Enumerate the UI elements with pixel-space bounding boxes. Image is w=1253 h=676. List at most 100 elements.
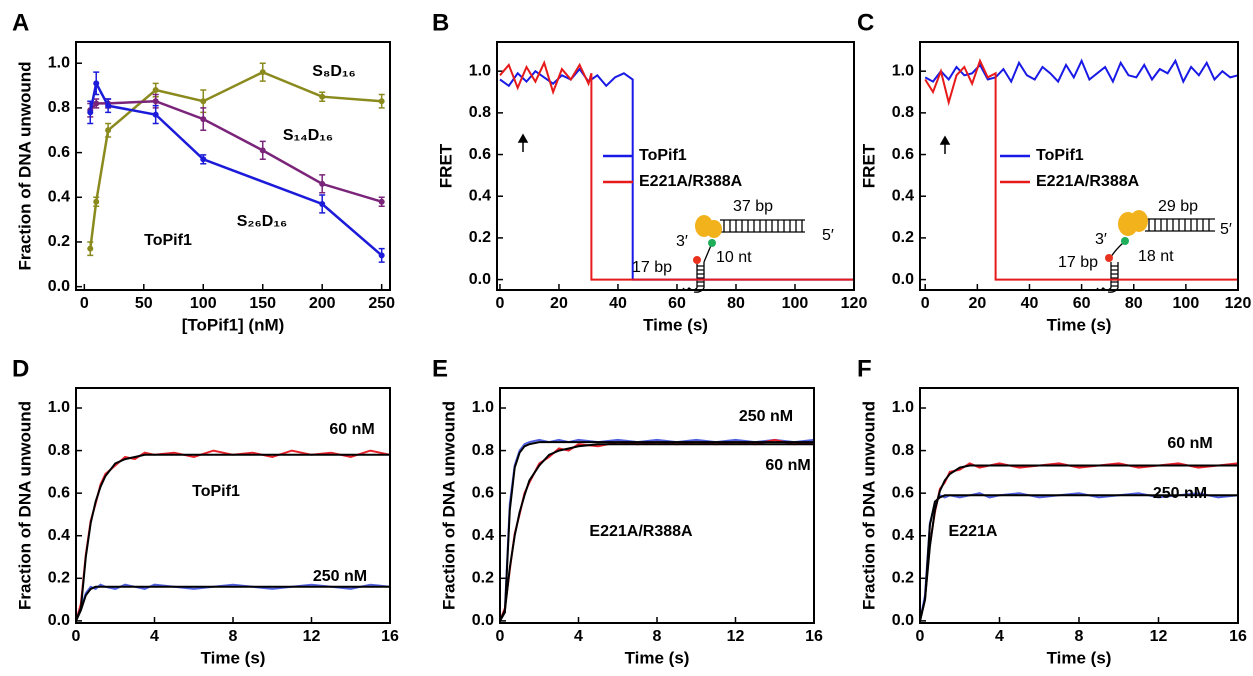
x-tick-label: 8 (1075, 628, 1084, 645)
x-axis-label: Time (s) (643, 315, 708, 334)
dna-diagram (1096, 210, 1215, 293)
y-tick-label: 0.8 (469, 104, 491, 121)
panel-label: C (857, 9, 874, 36)
data-line (75, 583, 391, 622)
series-label: 250 nM (313, 568, 367, 585)
arrow (939, 135, 951, 154)
y-tick-label: 0.6 (892, 484, 914, 501)
x-tick-label: 150 (249, 295, 276, 312)
y-axis-label: Fraction of DNA unwound (15, 401, 34, 610)
series-label: 250 nM (739, 408, 793, 425)
inset-label: 29 bp (1158, 198, 1198, 215)
x-tick-label: 0 (916, 628, 925, 645)
legend-label: ToPif1 (639, 147, 687, 164)
annotation: ToPif1 (192, 483, 240, 500)
y-tick-label: 0.6 (472, 484, 494, 501)
plot-frame (75, 41, 391, 291)
y-axis-label: Fraction of DNA unwound (15, 61, 34, 270)
inset-label: 3′ (1095, 231, 1107, 248)
x-tick-label: 0 (495, 295, 504, 312)
data-line (919, 494, 1238, 622)
annotation: E221A (949, 523, 998, 540)
x-axis-label: Time (s) (201, 648, 266, 667)
data-line (499, 60, 854, 281)
legend-label: ToPif1 (1036, 147, 1084, 164)
x-tick-label: 200 (309, 295, 336, 312)
data-point (200, 98, 207, 105)
panel-label: E (432, 355, 448, 382)
inset-label: 37 bp (733, 198, 773, 215)
panel-label: D (12, 355, 29, 382)
data-point (259, 147, 266, 154)
inset-label: 5′ (1220, 221, 1232, 238)
data-line (75, 585, 390, 622)
x-tick-label: 80 (1125, 295, 1143, 312)
x-tick-label: 8 (653, 628, 662, 645)
data-point (319, 93, 326, 100)
y-tick-label: 0.2 (892, 229, 914, 246)
data-point (93, 80, 100, 87)
plot-frame (919, 387, 1239, 624)
x-tick-label: 4 (995, 628, 1004, 645)
plot-frame (75, 387, 391, 624)
x-tick-label: 100 (190, 295, 217, 312)
x-tick-label: 16 (805, 628, 823, 645)
x-tick-label: 16 (1229, 628, 1247, 645)
y-tick-label: 0.6 (469, 146, 491, 163)
y-tick-label: 0.8 (48, 99, 70, 116)
data-line (499, 67, 854, 281)
data-point (105, 127, 112, 134)
y-tick-label: 1.0 (469, 62, 491, 79)
data-point (87, 245, 94, 252)
y-tick-label: 0.0 (48, 278, 70, 295)
y-tick-label: 0.0 (48, 612, 70, 629)
x-tick-label: 40 (1021, 295, 1039, 312)
y-axis-label: FRET (436, 143, 455, 188)
y-tick-label: 0.6 (48, 144, 70, 161)
x-axis-label: [ToPif1] (nM) (182, 315, 285, 334)
x-tick-label: 12 (303, 628, 321, 645)
x-tick-label: 0 (72, 628, 81, 645)
inset-label: 5′ (822, 227, 834, 244)
y-tick-label: 0.0 (469, 271, 491, 288)
series-label: S₂₆D₁₆ (237, 213, 287, 230)
y-tick-label: 0.0 (892, 271, 914, 288)
data-line (89, 70, 382, 249)
y-tick-label: 1.0 (472, 399, 494, 416)
series-label: S₁₄D₁₆ (283, 127, 333, 144)
data-point (200, 156, 207, 163)
y-tick-label: 0.2 (892, 570, 914, 587)
data-point (105, 102, 112, 109)
data-point (93, 198, 100, 205)
series-label: S₈D₁₆ (312, 63, 356, 80)
y-tick-label: 1.0 (892, 399, 914, 416)
data-point (378, 198, 385, 205)
arrow (517, 133, 529, 152)
y-tick-label: 0.6 (892, 146, 914, 163)
series-label: 250 nM (1153, 485, 1207, 502)
data-point (152, 98, 159, 105)
panel-label: B (432, 9, 449, 36)
y-tick-label: 0.2 (472, 570, 494, 587)
dna-diagram (682, 215, 805, 293)
x-axis-label: Time (s) (625, 648, 690, 667)
plot-frame (499, 387, 815, 624)
x-tick-label: 100 (1173, 295, 1200, 312)
legend-label: E221A/R388A (639, 173, 743, 190)
y-tick-label: 1.0 (48, 54, 70, 71)
x-tick-label: 12 (727, 628, 745, 645)
series-label: 60 nM (765, 457, 810, 474)
x-tick-label: 8 (229, 628, 238, 645)
x-axis-label: Time (s) (1047, 648, 1112, 667)
x-tick-label: 250 (368, 295, 395, 312)
data-point (378, 98, 385, 105)
data-line (499, 441, 814, 622)
y-tick-label: 0.6 (48, 484, 70, 501)
x-tick-label: 40 (609, 295, 627, 312)
y-axis-label: FRET (859, 143, 878, 188)
annotation: E221A/R388A (589, 523, 693, 540)
y-tick-label: 0.8 (472, 442, 494, 459)
data-line (499, 443, 814, 622)
